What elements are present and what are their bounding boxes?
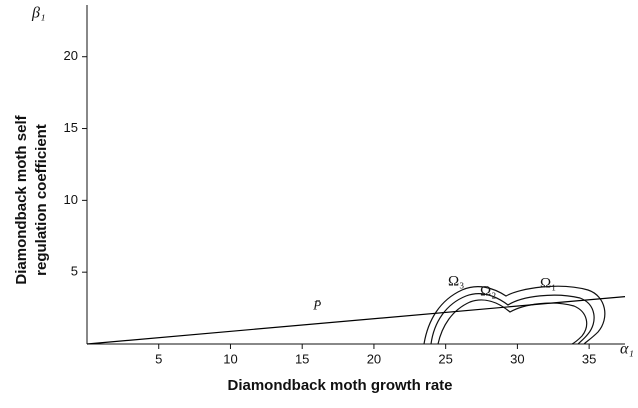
y-tick-label: 5 bbox=[71, 264, 78, 279]
x-tick-label: 5 bbox=[155, 351, 162, 366]
region-label: Ω₂ bbox=[480, 283, 496, 299]
y-tick-label: 15 bbox=[64, 120, 78, 135]
line bbox=[86, 295, 626, 345]
x-tick-label: 20 bbox=[367, 351, 381, 366]
x-tick-label: 35 bbox=[582, 351, 596, 366]
region-omega-3 bbox=[423, 285, 606, 345]
region-label: Ω₃ bbox=[448, 273, 464, 289]
region-omega-2 bbox=[430, 293, 595, 345]
x-axis-label: Diamondback moth growth rate bbox=[227, 377, 452, 394]
x-axis-symbol: α₁ bbox=[620, 341, 634, 358]
x-tick-label: 25 bbox=[438, 351, 452, 366]
y-axis-symbol: β₁ bbox=[31, 5, 46, 22]
y-axis-label: Diamondback moth self bbox=[13, 114, 30, 284]
y-tick-label: 10 bbox=[64, 192, 78, 207]
region-label: Ω₁ bbox=[540, 275, 556, 291]
line-label: P̄ bbox=[312, 297, 321, 312]
x-tick-label: 15 bbox=[295, 351, 309, 366]
x-tick-label: 10 bbox=[223, 351, 237, 366]
y-axis-label: regulation coefficient bbox=[33, 124, 50, 276]
y-tick-label: 20 bbox=[64, 48, 78, 63]
x-tick-label: 30 bbox=[510, 351, 524, 366]
